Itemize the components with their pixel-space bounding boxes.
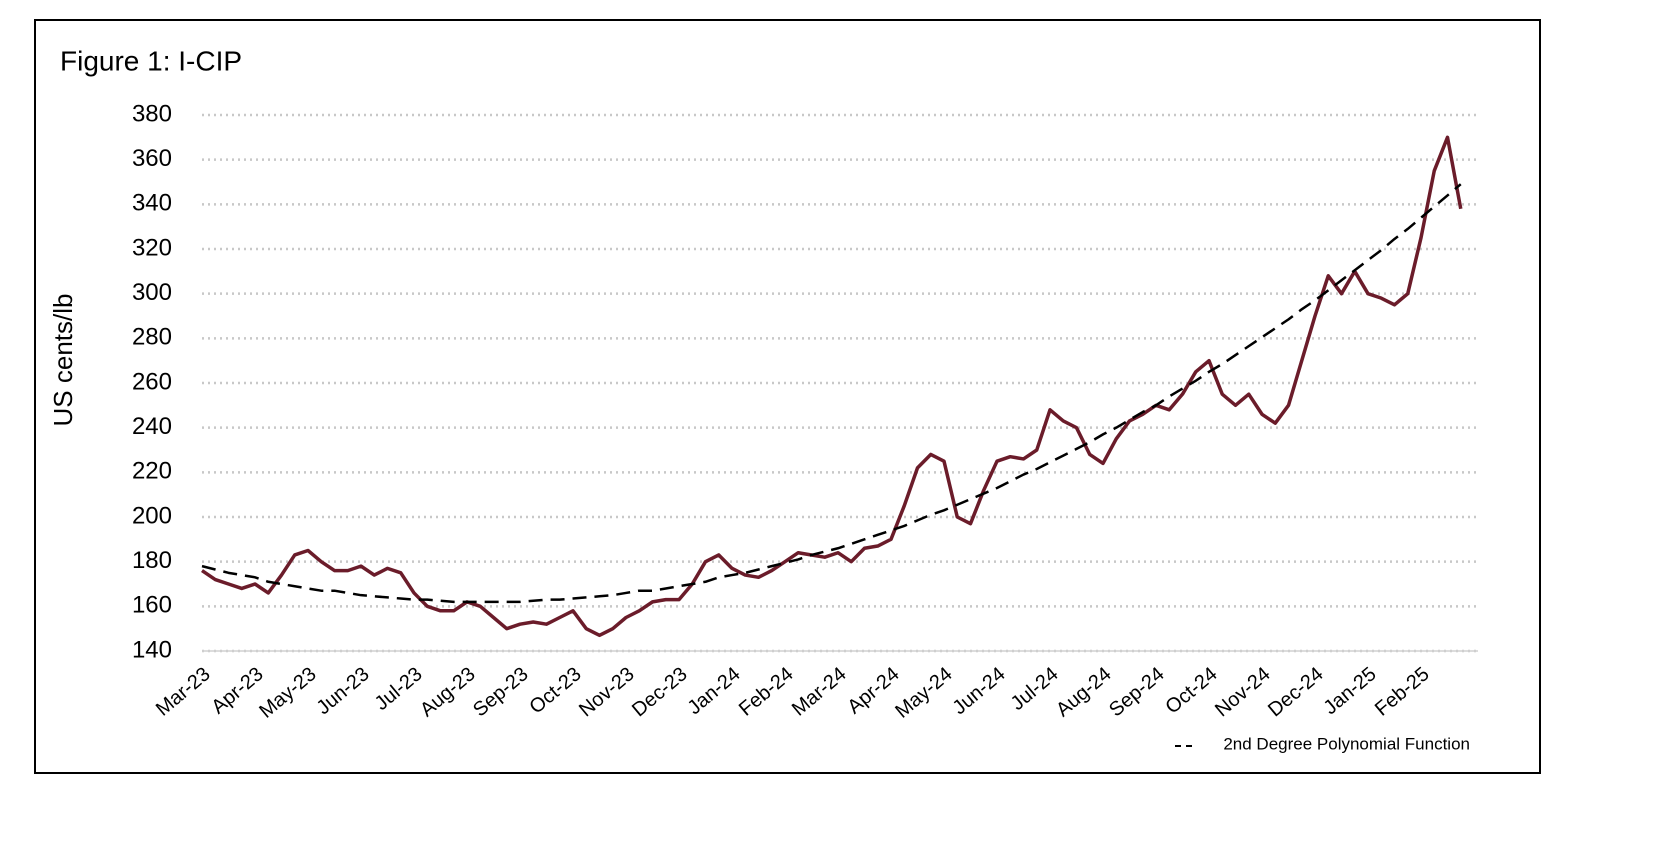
y-tick-label: 260 (132, 368, 172, 395)
chart-title: Figure 1: I-CIP (60, 45, 242, 76)
y-axis-label: US cents/lb (48, 294, 78, 427)
y-tick-label: 280 (132, 324, 172, 351)
y-tick-label: 220 (132, 458, 172, 485)
trend-line (201, 183, 1462, 604)
legend-label: 2nd Degree Polynomial Function (1223, 734, 1470, 753)
y-tick-label: 240 (132, 413, 172, 440)
y-tick-label: 340 (132, 190, 172, 217)
y-tick-label: 320 (132, 234, 172, 261)
y-tick-label: 200 (132, 502, 172, 529)
frame (34, 19, 1541, 774)
legend: 2nd Degree Polynomial Function (1175, 734, 1470, 753)
y-tick-label: 160 (132, 592, 172, 619)
y-tick-label: 380 (132, 100, 172, 127)
price-line (201, 135, 1463, 638)
y-tick-label: 360 (132, 145, 172, 172)
y-tick-label: 180 (132, 547, 172, 574)
y-tick-label: 300 (132, 279, 172, 306)
y-tick-label: 140 (132, 636, 172, 663)
